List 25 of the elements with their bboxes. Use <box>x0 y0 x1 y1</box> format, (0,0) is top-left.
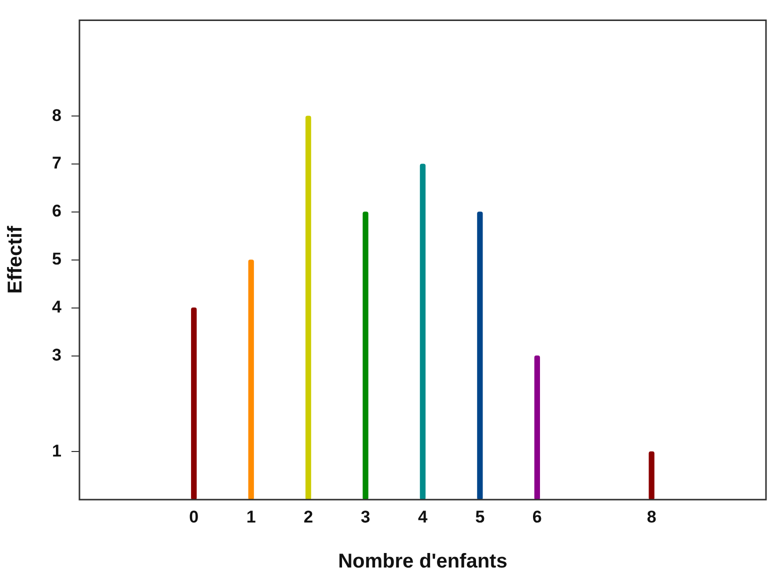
bar <box>191 308 197 500</box>
y-tick-label: 7 <box>52 154 62 173</box>
bar <box>362 212 368 500</box>
y-axis-title: Effectif <box>4 226 27 294</box>
x-tick-label: 4 <box>418 507 428 526</box>
bar <box>420 164 426 500</box>
x-tick-label: 8 <box>646 507 656 526</box>
x-tick-label: 1 <box>246 507 256 526</box>
bar <box>534 355 540 500</box>
bar <box>248 260 254 500</box>
y-tick-label: 1 <box>52 441 62 460</box>
y-tick-label: 8 <box>52 106 62 125</box>
y-tick-label: 5 <box>52 250 62 269</box>
y-tick-label: 3 <box>52 345 62 364</box>
x-tick-label: 6 <box>532 507 542 526</box>
y-tick-label: 4 <box>52 298 62 317</box>
x-axis-title: Nombre d'enfants <box>338 550 508 573</box>
x-tick-label: 5 <box>475 507 485 526</box>
x-tick-label: 3 <box>360 507 370 526</box>
bar <box>648 451 654 500</box>
y-tick-label: 6 <box>52 202 62 221</box>
x-tick-label: 0 <box>189 507 199 526</box>
x-tick-label: 2 <box>304 507 314 526</box>
bar <box>305 116 312 500</box>
bar <box>477 212 483 500</box>
